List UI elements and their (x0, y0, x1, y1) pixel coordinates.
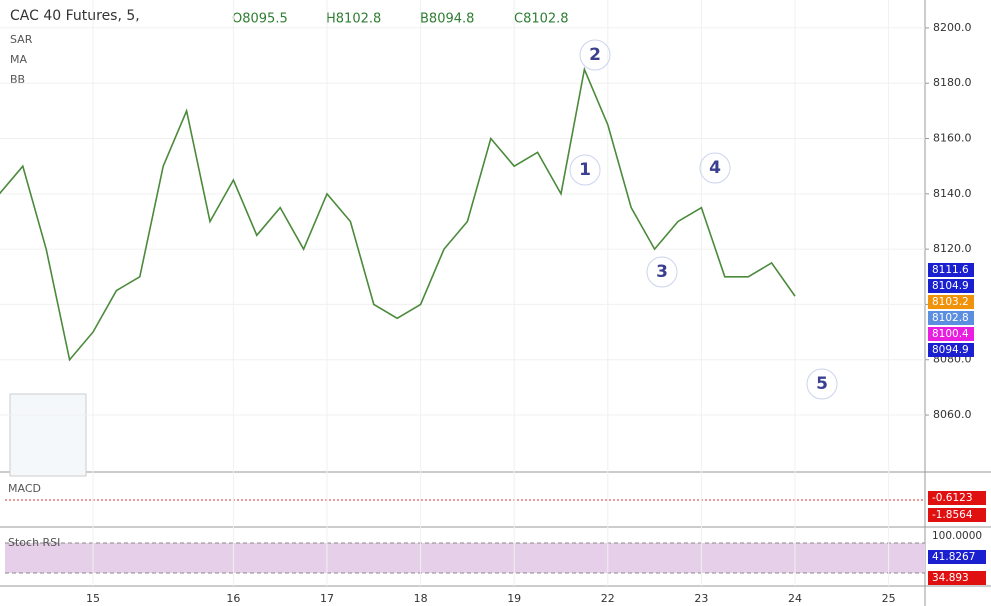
x-tick-label: 22 (601, 592, 615, 605)
x-tick-label: 19 (507, 592, 521, 605)
ohlc-value: H8102.8 (326, 12, 381, 27)
price-label-box (928, 295, 974, 309)
logo (9, 393, 87, 477)
x-tick-label: 18 (414, 592, 428, 605)
wave-label: 2 (589, 45, 601, 65)
ohlc-value: O8095.5 (232, 12, 288, 27)
stoch-label-box (928, 571, 986, 585)
wave-circle (806, 368, 838, 400)
y-tick-label: 8160.0 (933, 132, 972, 145)
price-label-box (928, 279, 974, 293)
indicator-name: MA (10, 53, 27, 66)
wave-label: 5 (816, 374, 828, 394)
price-label-box (928, 311, 974, 325)
price-label: 8102.8 (932, 312, 969, 324)
indicator-name: BB (10, 73, 25, 86)
y-tick-label: 8200.0 (933, 21, 972, 34)
wave-circle (579, 39, 611, 71)
stoch-label: 41.8267 (932, 551, 975, 563)
stoch-name: Stoch RSI (8, 536, 60, 549)
y-tick-label: 8180.0 (933, 76, 972, 89)
price-label: 8100.4 (932, 328, 969, 340)
stoch-label: 100.0000 (932, 530, 982, 542)
stoch-label-box (928, 550, 986, 564)
wave-circle (699, 152, 731, 184)
chart-title: CAC 40 Futures, 5, (10, 8, 140, 24)
x-tick-label: 17 (320, 592, 334, 605)
wave-label: 4 (709, 158, 721, 178)
price-label-box (928, 263, 974, 277)
wave-circle (646, 256, 678, 288)
price-label: 8111.6 (932, 264, 969, 276)
ohlc-value: B8094.8 (420, 12, 474, 27)
price-label-box (928, 343, 974, 357)
indicator-name: SAR (10, 33, 33, 46)
y-tick-label: 8120.0 (933, 242, 972, 255)
stoch-label: 34.893 (932, 572, 969, 584)
y-tick-label: 8060.0 (933, 408, 972, 421)
macd-label-box (928, 491, 986, 505)
stoch-label-box (928, 529, 986, 543)
price-line (0, 66, 796, 362)
wave-circle (569, 154, 601, 186)
stoch-band (5, 543, 925, 573)
x-tick-label: 24 (788, 592, 802, 605)
x-tick-label: 16 (226, 592, 240, 605)
macd-label-box (928, 508, 986, 522)
macd-name: MACD (8, 482, 41, 495)
x-tick-label: 25 (882, 592, 896, 605)
macd-label: -1.8564 (932, 509, 973, 521)
price-label-box (928, 327, 974, 341)
wave-label: 1 (579, 160, 591, 180)
x-tick-label: 15 (86, 592, 100, 605)
ohlc-value: C8102.8 (514, 12, 569, 27)
x-tick-label: 23 (694, 592, 708, 605)
price-label: 8094.9 (932, 344, 969, 356)
price-label: 8103.2 (932, 296, 969, 308)
macd-label: -0.6123 (932, 492, 973, 504)
y-tick-label: 8140.0 (933, 187, 972, 200)
price-label: 8104.9 (932, 280, 969, 292)
wave-label: 3 (656, 262, 668, 282)
